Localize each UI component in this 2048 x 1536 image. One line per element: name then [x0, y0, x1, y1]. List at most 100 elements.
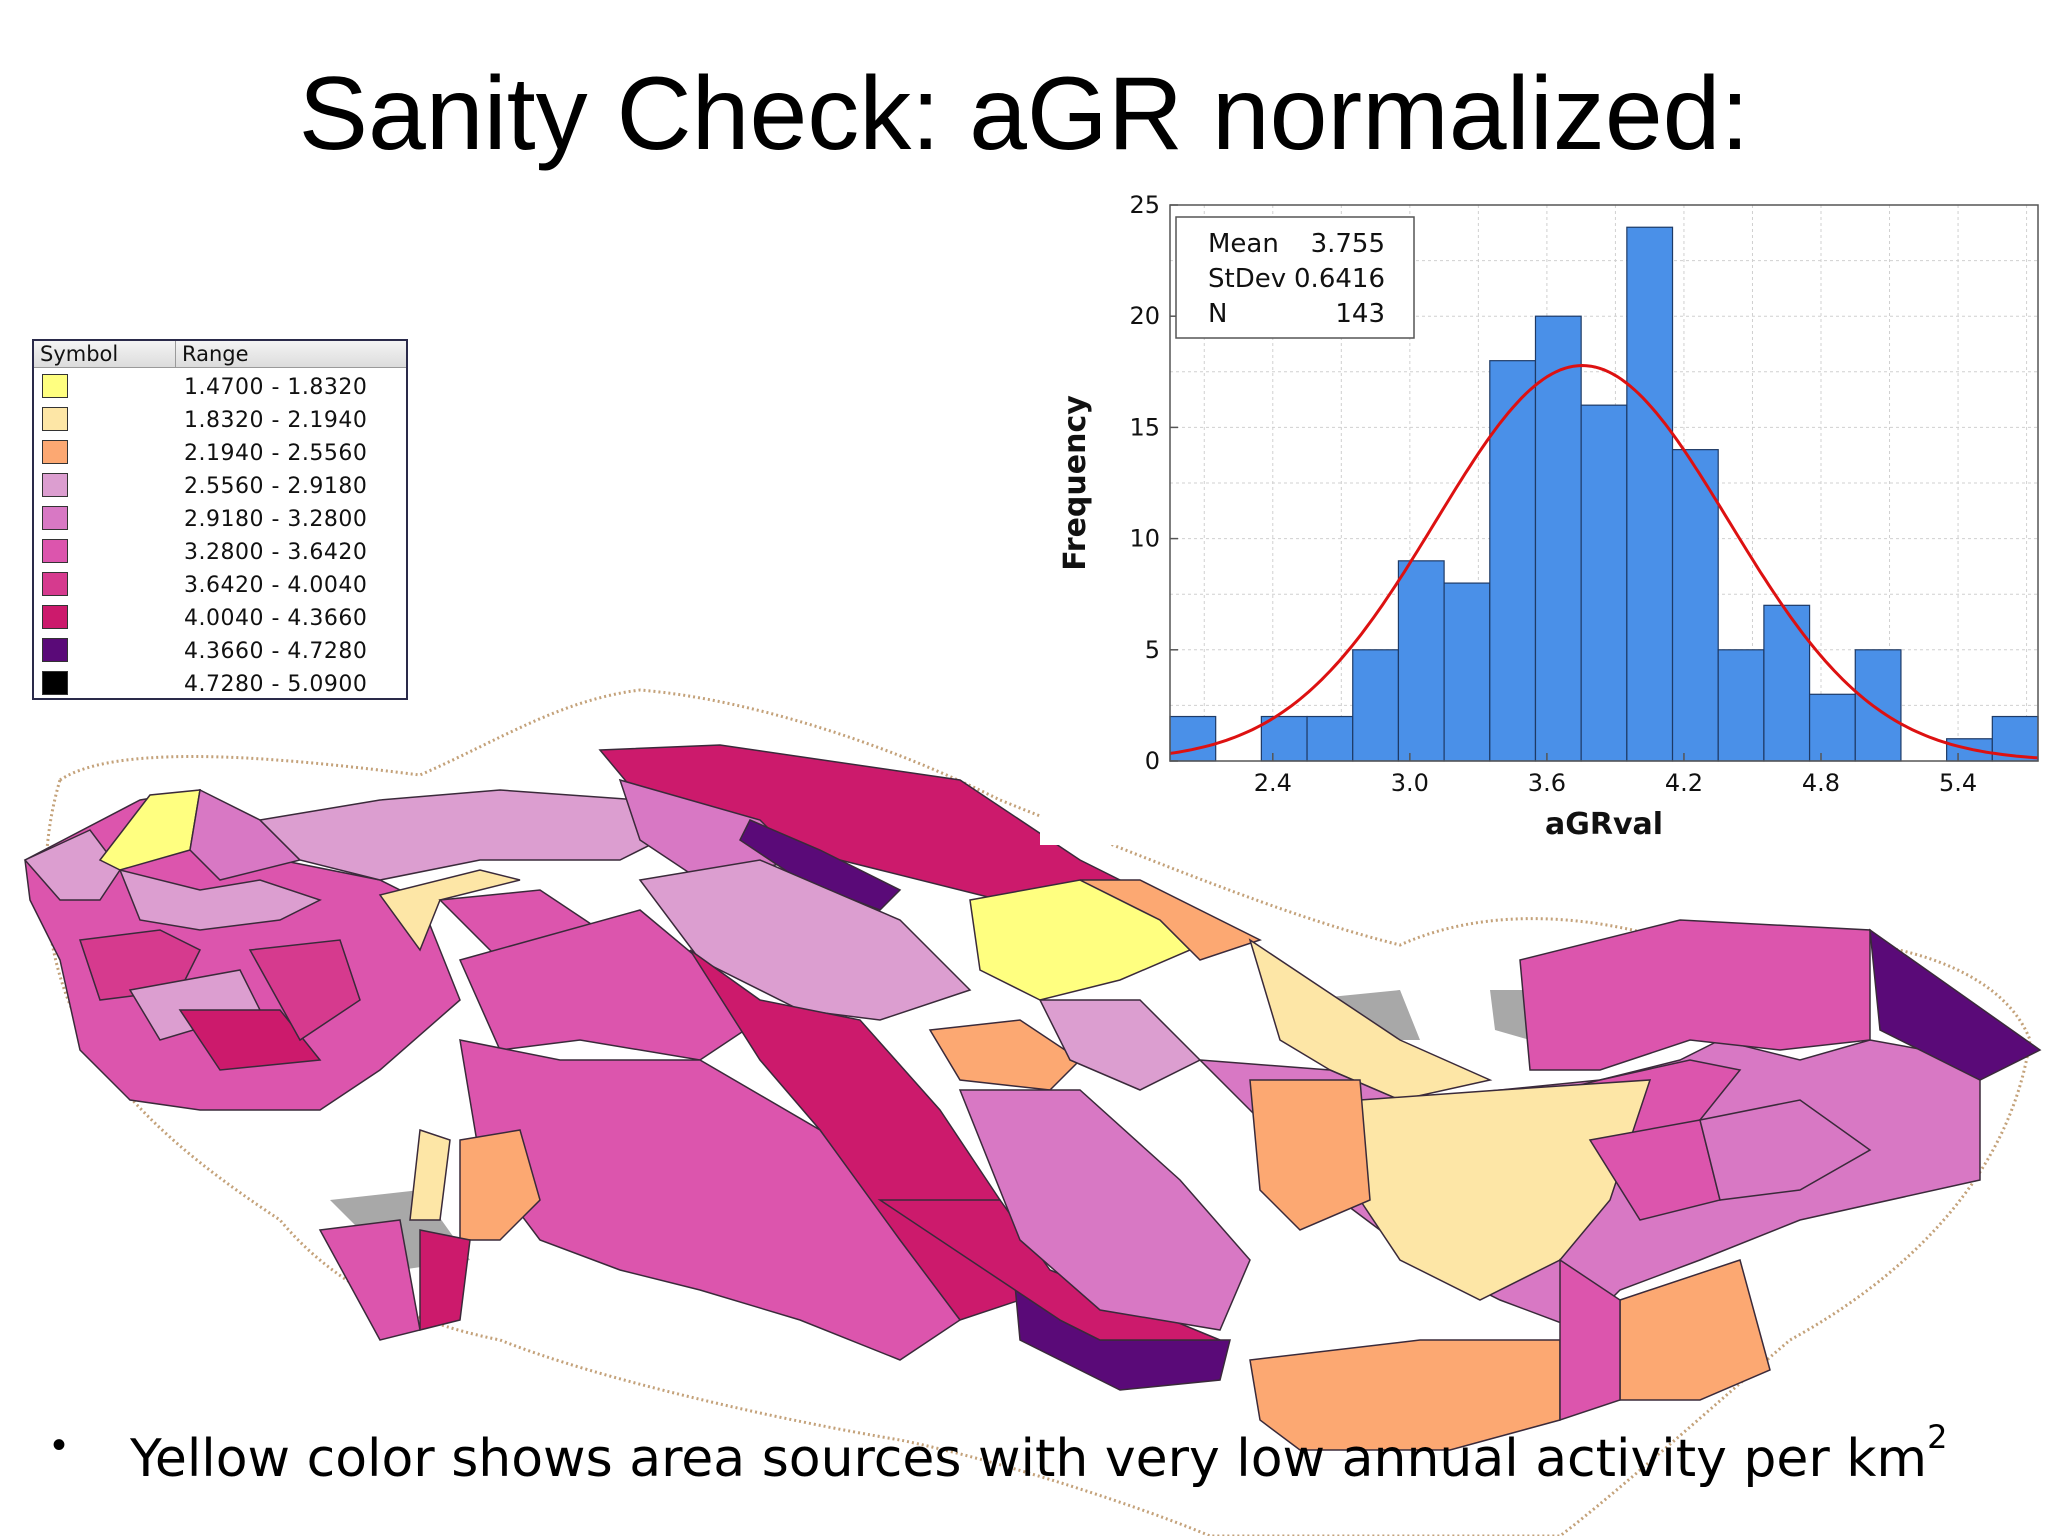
histogram-bar: [1717, 649, 1765, 762]
source-zone: [1249, 1339, 1561, 1451]
legend-range: 2.9180 - 3.2800: [184, 507, 368, 532]
source-zone: [1559, 1258, 1621, 1422]
legend-swatch: [42, 407, 68, 431]
x-axis-label: aGRval: [1545, 807, 1663, 842]
source-zone: [189, 788, 302, 881]
source-zone: [1869, 928, 2042, 1081]
y-tick-label: 15: [1129, 413, 1160, 441]
source-zone: [409, 1128, 451, 1221]
histogram-bar: [1580, 404, 1628, 762]
source-zone: [928, 1019, 1082, 1091]
legend-swatch: [42, 605, 68, 629]
x-tick-label: 3.6: [1528, 769, 1566, 797]
legend-row: 1.8320 - 2.1940: [34, 404, 406, 437]
slide-title: Sanity Check: aGR normalized:: [298, 56, 1750, 172]
legend-range: 4.0040 - 4.3660: [184, 606, 368, 631]
legend-row: 2.9180 - 3.2800: [34, 503, 406, 536]
legend-header: Symbol Range: [34, 341, 406, 368]
y-tick-label: 5: [1145, 636, 1160, 664]
stats-stdev-value: 0.6416: [1294, 264, 1385, 294]
legend-row: 3.2800 - 3.6420: [34, 536, 406, 569]
legend-swatch: [42, 440, 68, 464]
legend-swatch: [42, 638, 68, 662]
legend-range: 1.8320 - 2.1940: [184, 408, 368, 433]
stats-mean-label: Mean: [1208, 229, 1279, 259]
source-zone: [459, 1039, 962, 1361]
source-zone: [459, 1129, 541, 1241]
x-tick-label: 3.0: [1391, 769, 1429, 797]
source-zone: [1079, 879, 1262, 961]
bullet-text: Yellow color shows area sources with ver…: [130, 1418, 1947, 1489]
histogram-bar: [1352, 649, 1400, 762]
legend-row: 1.4700 - 1.8320: [34, 371, 406, 404]
source-zone: [178, 1009, 322, 1071]
source-zone: [248, 939, 361, 1042]
source-zone: [419, 1229, 471, 1331]
legend-range: 4.3660 - 4.7280: [184, 639, 368, 664]
legend-swatch: [42, 671, 68, 695]
x-tick-label: 4.8: [1802, 769, 1840, 797]
y-tick-label: 25: [1129, 195, 1160, 219]
x-tick-label: 2.4: [1254, 769, 1292, 797]
source-zone: [958, 1089, 1251, 1331]
stats-n-value: 143: [1335, 299, 1385, 329]
stats-stdev-label: StDev: [1208, 264, 1286, 294]
histogram-bar: [1397, 560, 1445, 762]
source-zone: [1249, 1079, 1371, 1231]
histogram-bar: [1443, 582, 1491, 762]
plot-frame: [1169, 204, 2039, 762]
legend-range: 4.7280 - 5.0900: [184, 672, 368, 697]
bullet-marker: •: [52, 1423, 67, 1467]
legend-row: 4.3660 - 4.7280: [34, 635, 406, 668]
stats-n-label: N: [1208, 299, 1227, 329]
histogram-bar: [1489, 360, 1537, 762]
histogram-bar: [1306, 715, 1354, 762]
legend-row: 2.1940 - 2.5560: [34, 437, 406, 470]
source-zone: [1519, 919, 1871, 1071]
source-zone: [118, 868, 322, 931]
x-tick-label: 4.2: [1665, 769, 1703, 797]
legend-range: 3.2800 - 3.6420: [184, 540, 368, 565]
legend-range: 2.1940 - 2.5560: [184, 441, 368, 466]
axis-ticks: 2.4 3.0 3.6 4.2 4.8 5.4 0 5 10 15 20 25: [1129, 195, 1977, 797]
histogram-bar: [1808, 693, 1856, 762]
source-zone: [378, 869, 521, 952]
source-zone: [739, 819, 902, 911]
source-zone: [458, 909, 762, 1061]
legend-swatch: [42, 506, 68, 530]
legend-swatch: [42, 572, 68, 596]
histogram-bar: [1626, 226, 1674, 762]
histogram-bar: [1169, 715, 1217, 762]
histogram-bar: [1534, 315, 1582, 762]
bullet-text-main: Yellow color shows area sources with ver…: [130, 1429, 1928, 1489]
legend-range: 2.5560 - 2.9180: [184, 474, 368, 499]
legend-header-range: Range: [182, 342, 249, 366]
legend-range: 1.4700 - 1.8320: [184, 375, 368, 400]
source-zone: [318, 1219, 421, 1341]
histogram-bar: [1854, 649, 1902, 762]
legend-swatch: [42, 539, 68, 563]
histogram-chart: 2.4 3.0 3.6 4.2 4.8 5.4 0 5 10 15 20 25 aGRval Freq…: [1040, 195, 2048, 845]
legend-swatch: [42, 374, 68, 398]
legend-row: 4.0040 - 4.3660: [34, 602, 406, 635]
histogram-bar: [1671, 449, 1719, 762]
source-zone: [1038, 999, 1202, 1091]
legend-header-symbol: Symbol: [40, 342, 119, 366]
y-tick-label: 10: [1129, 525, 1160, 553]
histogram-bar: [1260, 715, 1308, 762]
source-zone: [1699, 1099, 1872, 1201]
source-zone: [23, 829, 121, 901]
legend-swatch: [42, 473, 68, 497]
legend-row: 4.7280 - 5.0900: [34, 668, 406, 701]
normal-fit-curve: [1169, 363, 2039, 760]
legend-row: 3.6420 - 4.0040: [34, 569, 406, 602]
y-tick-label: 20: [1129, 302, 1160, 330]
histogram-bar: [1763, 604, 1811, 762]
bullet-superscript: 2: [1927, 1418, 1948, 1456]
y-axis-label: Frequency: [1058, 395, 1093, 571]
stats-box-frame: [1175, 216, 1415, 339]
legend-range: 3.6420 - 4.0040: [184, 573, 368, 598]
legend-row: 2.5560 - 2.9180: [34, 470, 406, 503]
stats-mean-value: 3.755: [1311, 229, 1385, 259]
